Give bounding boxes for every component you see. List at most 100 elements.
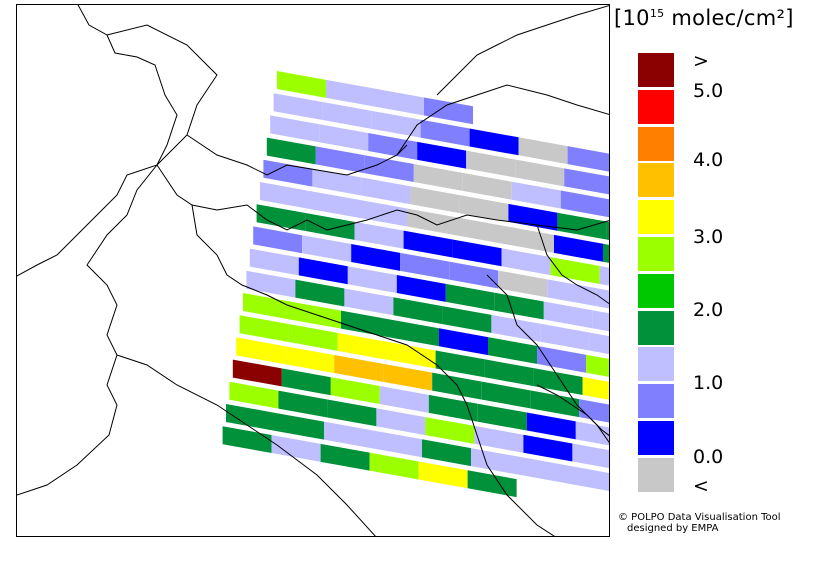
swath-pixel: [232, 359, 282, 387]
swath-pixel: [592, 310, 609, 332]
swath-pixel: [435, 350, 485, 378]
swath-pixel: [428, 394, 478, 422]
swath-pixel: [533, 368, 583, 395]
swath-pixel: [326, 79, 375, 107]
swath-pixel: [520, 456, 569, 484]
swath-pixel: [477, 403, 527, 431]
alps-border: [156, 164, 609, 231]
swiss-border: [186, 134, 408, 176]
swath-pixel: [281, 368, 331, 396]
swath-pixel: [425, 417, 475, 444]
italy-coast-west: [116, 354, 376, 536]
legend-tick-above: >: [693, 50, 709, 72]
swath-pixel: [396, 275, 446, 302]
swath-pixel: [420, 119, 470, 147]
swath-pixel: [256, 204, 306, 232]
swath-pixel: [368, 133, 418, 160]
swath-pixel: [236, 337, 286, 365]
swath-pixel: [572, 443, 609, 469]
swath-pixel: [484, 359, 534, 387]
legend-tick-below: <: [693, 475, 709, 497]
legend-swatch: [638, 53, 674, 87]
swath-pixel: [298, 257, 348, 285]
swath-pixel: [432, 372, 482, 400]
swath-pixel: [376, 408, 426, 436]
legend-title: [1015 molec/cm²]: [614, 6, 794, 30]
swath-pixel: [603, 243, 609, 263]
credit-line-1: © POLPO Data Visualisation Tool: [618, 512, 781, 523]
swath-pixel: [253, 226, 303, 254]
swath-pixel: [469, 128, 519, 156]
swath-pixel: [481, 381, 531, 409]
swath-pixel: [379, 386, 429, 413]
slovenia-border: [536, 224, 609, 305]
swath-pixel: [564, 168, 609, 195]
swath-pixel: [260, 182, 309, 209]
swath-pixel: [337, 332, 387, 360]
legend-tick-2: 2.0: [693, 299, 724, 321]
italy-coast-east: [456, 384, 555, 536]
legend-swatch: [638, 237, 674, 271]
swath-pixel: [413, 164, 463, 191]
swath-pixel: [393, 297, 443, 325]
swath-pixel: [488, 337, 537, 364]
swath-pixel: [439, 328, 488, 356]
swath-pixel: [400, 252, 450, 280]
swath-pixel: [246, 270, 296, 298]
swath-pixel: [386, 341, 436, 369]
swath-pixel: [410, 186, 460, 214]
swath-pixel: [322, 102, 372, 129]
swath-pixel: [474, 425, 524, 453]
swath-pixel: [424, 97, 473, 125]
legend-swatch: [638, 421, 674, 455]
swath-pixel: [369, 452, 419, 480]
swath-pixel: [505, 226, 554, 253]
map-canvas[interactable]: [17, 5, 610, 537]
swath-pixel: [315, 146, 365, 174]
swath-pixel: [226, 404, 275, 431]
swath-pixel: [288, 324, 338, 351]
swath-pixel: [537, 345, 586, 373]
swath-pixel: [341, 310, 390, 338]
swath-pixel: [582, 376, 609, 400]
swath-pixel: [579, 399, 609, 423]
swath-pixel: [508, 203, 558, 231]
swath-pixel: [354, 221, 404, 249]
country-borders: [17, 5, 609, 536]
legend-tick-0: 0.0: [693, 446, 724, 468]
swath-pixel: [442, 306, 492, 333]
swath-pixel: [271, 435, 321, 462]
swath-pixel: [518, 137, 568, 165]
swath-pixel: [530, 390, 580, 418]
swath-pixel: [452, 239, 502, 267]
legend-swatch: [638, 163, 674, 198]
swath-pixel: [320, 443, 370, 471]
swath-pixel: [270, 115, 320, 143]
swath-pixel: [567, 146, 609, 172]
swath-pixel: [589, 332, 609, 355]
austria-border: [396, 84, 609, 156]
swath-pixel: [266, 137, 316, 165]
swath-pixel: [550, 257, 600, 284]
swath-pixel: [417, 141, 467, 169]
map-panel[interactable]: [16, 4, 610, 537]
swath-pixel: [526, 412, 576, 440]
swath-pixel: [222, 426, 272, 454]
legend-swatch: [638, 89, 674, 124]
swath-pixel: [312, 168, 362, 196]
swath-pixel: [586, 354, 609, 377]
swath-pixel: [540, 323, 590, 351]
coastline-west: [17, 5, 178, 277]
swath-pixel: [243, 293, 292, 320]
swath-pixel: [334, 355, 384, 382]
swath-pixel: [302, 235, 352, 263]
swath-pixel: [596, 288, 609, 309]
swath-pixel: [569, 465, 609, 491]
swath-pixel: [390, 319, 439, 347]
swath-pixel: [449, 261, 499, 289]
france-switzerland-border: [17, 24, 218, 496]
swath-pixel: [319, 124, 369, 152]
swath-pixel: [344, 288, 394, 316]
swath-pixel: [471, 448, 520, 475]
swath-pixel: [547, 279, 597, 307]
